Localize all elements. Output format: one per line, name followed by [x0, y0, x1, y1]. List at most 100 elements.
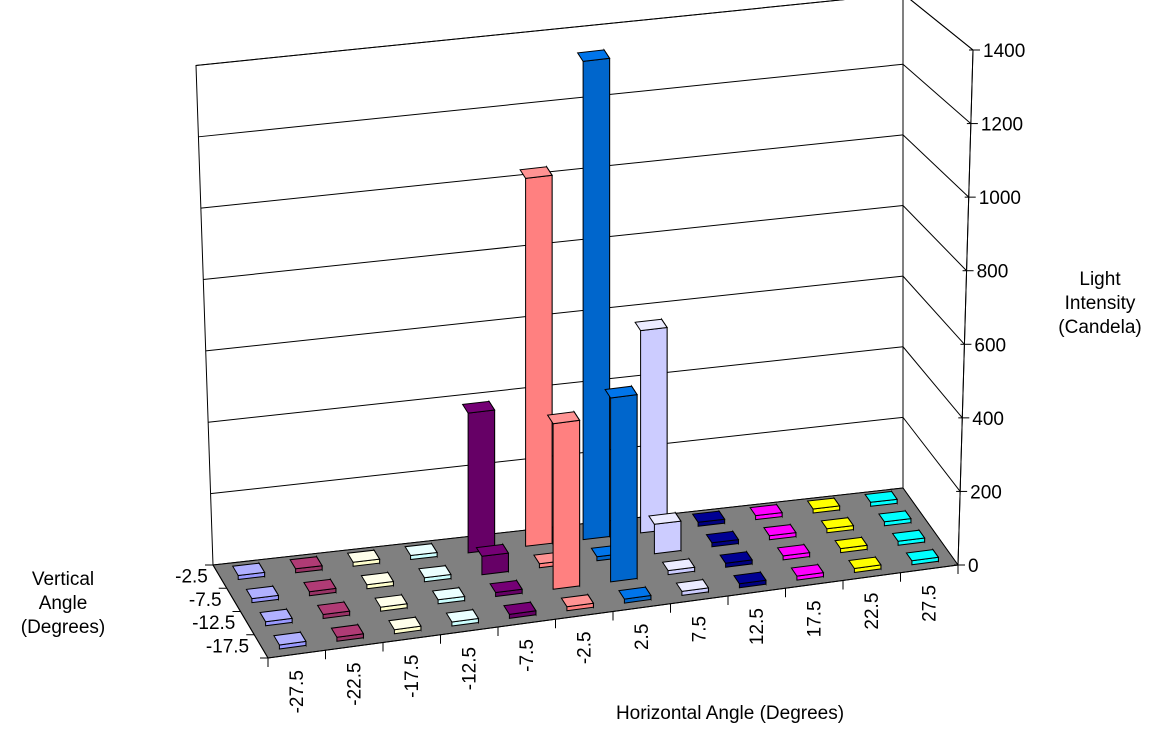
bar-top	[790, 564, 825, 577]
bar-top	[231, 562, 266, 577]
gridline	[902, 275, 965, 345]
bar-top	[675, 579, 710, 592]
bar-top	[806, 497, 841, 510]
bar-top	[776, 544, 811, 557]
z-tick-label: 1400	[983, 41, 1025, 62]
bar	[245, 584, 280, 604]
bar	[834, 535, 868, 554]
x-tick-label: -22.5	[344, 662, 365, 705]
x-tick-label: -12.5	[459, 647, 480, 690]
bar-top	[475, 543, 510, 557]
gridline	[902, 417, 961, 492]
bar	[316, 600, 351, 620]
bar-top	[346, 549, 381, 563]
bar-top	[245, 585, 280, 600]
bar-top	[388, 616, 422, 631]
x-tick-label: -17.5	[402, 655, 423, 698]
bar	[634, 317, 668, 534]
bar-top	[560, 594, 595, 608]
gridline	[910, 0, 974, 51]
bar	[790, 562, 825, 581]
z-tick-label: 800	[977, 262, 1009, 283]
bar-top	[634, 318, 668, 332]
bar-front	[640, 326, 668, 534]
x-tick-label: -2.5	[574, 631, 595, 664]
bar-top	[360, 571, 395, 586]
vertical-axis-title-line: Angle	[38, 593, 88, 614]
bar	[489, 578, 523, 598]
bar	[848, 555, 882, 574]
bar	[445, 607, 480, 627]
z-axis-line	[957, 49, 974, 566]
vertical-axis-title-line: Vertical	[31, 569, 95, 590]
bar	[604, 384, 638, 583]
bar-front	[467, 409, 496, 554]
bar	[289, 554, 323, 574]
x-tick-label: -7.5	[517, 639, 538, 672]
x-tick-label: -27.5	[287, 670, 308, 713]
bar-top	[604, 385, 638, 399]
bar	[891, 528, 926, 546]
bar	[878, 509, 912, 527]
bar-top	[648, 512, 682, 525]
vertical-axis-title: Vertical Angle (Degrees)	[0, 568, 126, 640]
bar-top	[749, 504, 783, 517]
bar	[259, 607, 293, 627]
bar	[905, 548, 940, 566]
bar	[691, 509, 726, 527]
bar-top	[418, 565, 452, 579]
bar-top	[905, 549, 940, 562]
bar	[776, 542, 811, 561]
bar	[388, 615, 422, 635]
bar	[503, 600, 537, 619]
gridline	[198, 63, 904, 138]
bar	[749, 502, 783, 521]
bar	[231, 561, 266, 581]
gridline	[902, 346, 963, 419]
bar-top	[763, 524, 797, 537]
bar	[576, 48, 611, 541]
bar-top	[576, 49, 611, 62]
bar	[618, 585, 652, 604]
bar-front	[582, 57, 611, 541]
z-tick-label: 200	[970, 482, 1002, 503]
vertical-axis-title-line: (Degrees)	[20, 617, 106, 638]
bar-top	[864, 490, 898, 503]
chart-axes	[205, 49, 980, 667]
x-tick-label: 17.5	[804, 600, 825, 637]
bar	[461, 399, 496, 554]
bar	[346, 548, 381, 567]
bar	[763, 522, 797, 541]
z-axis-title-line: Light	[1079, 269, 1121, 290]
bar-front	[552, 419, 581, 590]
gridline	[902, 205, 967, 272]
bar-top	[316, 601, 351, 616]
bar	[675, 577, 710, 596]
bar-top	[259, 608, 293, 623]
bar	[330, 622, 365, 642]
bar-top	[289, 556, 323, 570]
bar-top	[691, 510, 726, 523]
z-axis-title-line: (Candela)	[1058, 317, 1142, 338]
gridline	[203, 204, 904, 281]
bar	[431, 585, 466, 605]
bar	[560, 593, 595, 612]
x-tick-label: 27.5	[919, 585, 940, 622]
bar-front	[610, 394, 638, 583]
bar	[418, 563, 452, 583]
gridline	[902, 63, 972, 124]
bar-top	[489, 579, 523, 594]
gridline	[200, 134, 904, 209]
tick-labels: 0 200 400 600 800 1000 1200 1400 -27.5 -22.5 -17.5…	[175, 41, 1025, 713]
bar-top	[834, 536, 868, 550]
bar	[404, 541, 438, 561]
depth-tick-label: -12.5	[192, 613, 235, 634]
bar-top	[733, 571, 767, 585]
bar-top	[705, 530, 740, 544]
bar-top	[374, 594, 408, 608]
x-tick-label: 2.5	[632, 624, 653, 650]
x-tick-label: 22.5	[862, 593, 883, 630]
bar-top	[820, 517, 855, 530]
bar-top	[404, 543, 438, 557]
